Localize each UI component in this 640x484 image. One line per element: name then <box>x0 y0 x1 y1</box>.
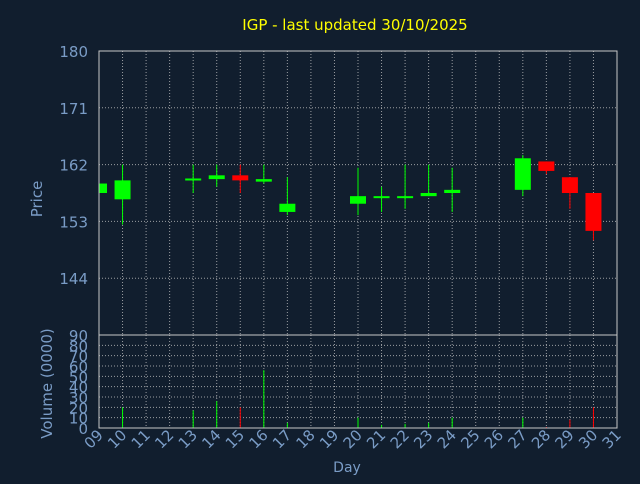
price-tick-label: 162 <box>59 157 88 175</box>
x-tick-label: 25 <box>457 426 483 452</box>
volume-tick-label: 40 <box>69 379 88 397</box>
candle-21 <box>373 186 390 212</box>
candle-30 <box>585 193 602 241</box>
candle-17 <box>279 177 296 216</box>
volume-tick-label: 30 <box>69 389 88 407</box>
candle-body <box>114 180 131 200</box>
x-tick-label: 18 <box>293 426 319 452</box>
candle-body <box>232 175 249 181</box>
candle-body <box>373 196 390 199</box>
x-tick-label: 12 <box>151 426 177 452</box>
x-tick-label: 26 <box>481 426 507 452</box>
candle-body <box>538 161 555 171</box>
candle-body <box>208 175 225 180</box>
volume-axis-label: Volume (0000) <box>38 328 56 438</box>
volume-tick-label: 50 <box>69 368 88 386</box>
candle-body <box>514 158 531 190</box>
candle-29 <box>561 177 578 209</box>
volume-grid <box>98 334 618 429</box>
x-tick-label: 17 <box>269 426 295 452</box>
candles <box>98 155 602 241</box>
price-tick-labels: 180 171 162 153 144 <box>59 43 88 288</box>
candle-09 <box>98 183 107 193</box>
candle-14 <box>208 164 225 187</box>
x-tick-label: 20 <box>340 426 366 452</box>
volume-tick-label: 20 <box>69 399 88 417</box>
candle-body <box>585 193 602 231</box>
x-tick-label: 22 <box>387 426 413 452</box>
candle-23 <box>420 164 437 197</box>
volume-tick-label: 60 <box>69 358 88 376</box>
candle-body <box>444 189 461 193</box>
x-tick-label: 31 <box>599 426 625 452</box>
candle-13 <box>185 164 202 193</box>
candle-body <box>255 179 272 182</box>
x-tick-label: 13 <box>175 426 201 452</box>
x-tick-label: 27 <box>504 426 530 452</box>
candle-22 <box>397 164 414 209</box>
volume-tick-label: 70 <box>69 348 88 366</box>
volume-bars <box>122 370 594 428</box>
x-tick-label: 14 <box>198 426 224 452</box>
candle-body <box>99 183 107 193</box>
volume-panel-frame <box>98 334 618 429</box>
candle-body <box>397 196 414 199</box>
x-tick-label: 30 <box>575 426 601 452</box>
price-tick-label: 144 <box>59 270 88 288</box>
x-tick-labels: 0910111213141516171819202122232425262728… <box>81 426 625 452</box>
x-tick-label: 16 <box>245 426 271 452</box>
volume-tick-label: 80 <box>69 337 88 355</box>
chart-title: IGP - last updated 30/10/2025 <box>242 16 467 34</box>
x-tick-label: 28 <box>528 426 554 452</box>
candle-body <box>561 177 578 193</box>
candle-16 <box>255 164 272 184</box>
candle-15 <box>232 164 249 193</box>
x-axis-label: Day <box>333 460 361 476</box>
candle-body <box>350 196 366 204</box>
price-tick-label: 171 <box>59 100 88 118</box>
candle-body <box>185 178 202 181</box>
x-tick-label: 29 <box>552 426 578 452</box>
price-tick-label: 180 <box>59 43 88 61</box>
candle-28 <box>538 161 555 175</box>
x-tick-label: 21 <box>363 426 389 452</box>
x-tick-label: 23 <box>410 426 436 452</box>
volume-tick-label: 0 <box>78 420 88 438</box>
candle-body <box>279 203 296 212</box>
x-tick-label: 19 <box>316 426 342 452</box>
volume-tick-label: 10 <box>69 410 88 428</box>
x-tick-label: 24 <box>434 426 460 452</box>
x-tick-label: 15 <box>222 426 248 452</box>
candle-10 <box>114 164 131 225</box>
candle-24 <box>444 167 461 212</box>
volume-tick-label: 90 <box>69 327 88 345</box>
candle-20 <box>350 167 366 216</box>
candle-27 <box>514 155 531 197</box>
x-tick-label: 11 <box>128 426 154 452</box>
price-tick-label: 153 <box>59 213 88 231</box>
candle-body <box>420 193 437 197</box>
price-axis-label: Price <box>28 181 46 218</box>
x-tick-label: 10 <box>104 426 130 452</box>
